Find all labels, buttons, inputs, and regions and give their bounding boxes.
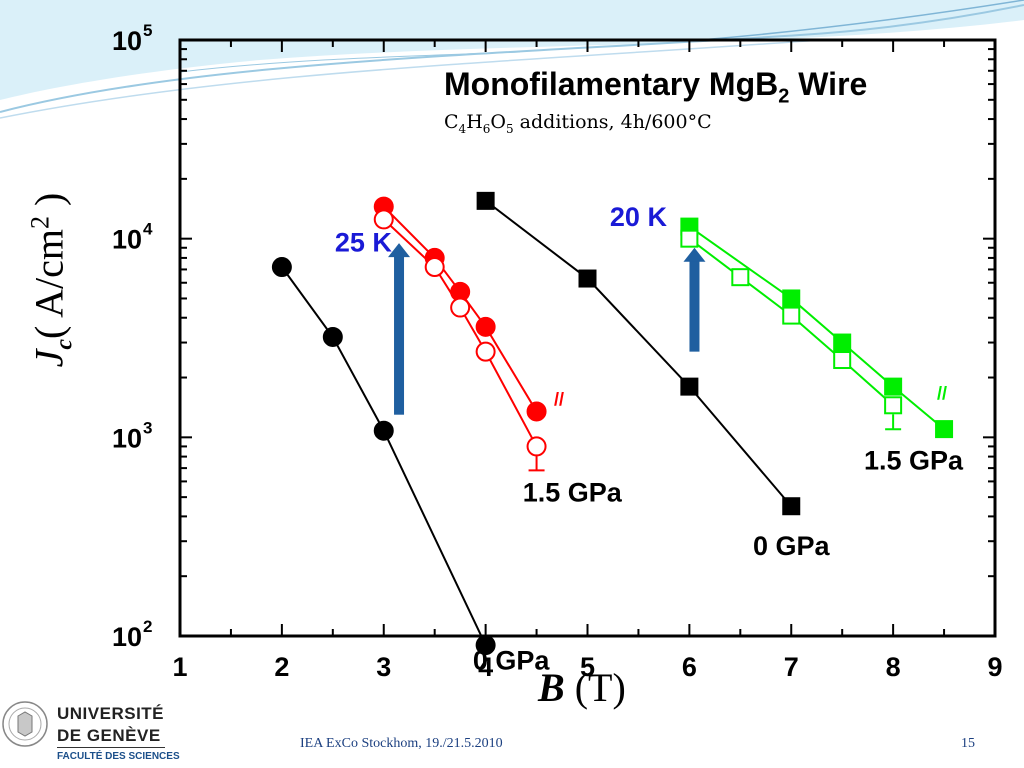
y-tick-label: 10 5: [112, 21, 153, 56]
data-point: [526, 436, 547, 457]
arrow-head: [388, 243, 411, 258]
data-point: [373, 420, 394, 441]
x-tick-labels: 1 2 3 4 5 6 7 8 9: [172, 652, 1002, 682]
data-point: [475, 316, 496, 337]
data-point: [424, 257, 445, 278]
data-point: [833, 351, 852, 370]
series-4: [476, 191, 801, 516]
arrow-head: [683, 247, 706, 262]
x-tick-label: 5: [580, 652, 595, 682]
data-point: [935, 420, 954, 439]
x-tick-label: 2: [274, 652, 289, 682]
series-line: [281, 266, 487, 646]
data-point: [475, 341, 496, 362]
y-tick-label-base: 10: [112, 423, 142, 453]
y-tick-label-base: 10: [112, 26, 142, 56]
y-tick-label-exponent: 3: [143, 418, 152, 437]
data-point: [475, 635, 496, 656]
data-point: [782, 497, 801, 516]
data-point: [322, 326, 343, 347]
label-black-0gpa-left: 0 GPa: [473, 645, 551, 675]
x-tick-label: 6: [682, 652, 697, 682]
data-point: [884, 377, 903, 396]
y-tick-label: 10 2: [112, 617, 153, 652]
data-point: [526, 401, 547, 422]
up-arrow-icon: [683, 247, 706, 352]
y-tick-label: 10 3: [112, 418, 153, 453]
data-point: [884, 396, 903, 415]
x-axis-label: B (T): [538, 665, 626, 710]
data-point: [450, 297, 471, 318]
x-tick-label: 9: [987, 652, 1002, 682]
chart-title: Monofilamentary MgB2 Wire: [444, 66, 868, 108]
data-point: [782, 289, 801, 308]
y-tick-label-exponent: 5: [143, 21, 152, 40]
y-tick-label-exponent: 2: [143, 617, 152, 636]
break-mark-red: //: [554, 389, 564, 409]
series-6: [680, 229, 903, 431]
data-point: [680, 377, 699, 396]
x-tick-label: 7: [784, 652, 799, 682]
x-tick-label: 1: [172, 652, 187, 682]
series-layer: [271, 191, 954, 656]
label-black-0gpa-right: 0 GPa: [753, 531, 831, 561]
annotations-layer: 25 K 20 K 1.5 GPa 0 GPa 0 GPa 1.5 GPa // //: [335, 202, 964, 675]
arrow-shaft: [394, 253, 405, 415]
x-tick-label: 8: [886, 652, 901, 682]
series-5: [680, 217, 954, 439]
break-mark-green: //: [937, 384, 947, 404]
page-number: 15: [961, 736, 975, 751]
university-seal-icon: [2, 701, 48, 747]
data-point: [731, 268, 750, 287]
x-tick-label: 4: [478, 652, 493, 682]
up-arrow-icon: [388, 243, 411, 415]
label-red-1-5gpa: 1.5 GPa: [523, 478, 623, 508]
data-point: [271, 257, 292, 278]
logo-line-3: FACULTÉ DES SCIENCES: [57, 751, 180, 762]
series-line: [485, 200, 793, 507]
label-25k: 25 K: [335, 228, 393, 258]
data-point: [578, 269, 597, 288]
label-20k: 20 K: [610, 202, 668, 232]
series-line: [688, 225, 945, 430]
series-3: [373, 209, 547, 472]
data-point: [680, 229, 699, 248]
logo-divider: [57, 747, 165, 748]
y-tick-label-exponent: 4: [143, 220, 153, 239]
footer-text: IEA ExCo Stockhom, 19./21.5.2010: [300, 736, 503, 751]
y-tick-label-base: 10: [112, 225, 142, 255]
data-point: [782, 306, 801, 325]
label-green-1-5gpa: 1.5 GPa: [864, 445, 964, 475]
series-1: [271, 257, 496, 656]
logo-line-1: UNIVERSITÉ: [57, 704, 165, 723]
axis-ticks: [179, 39, 996, 637]
arrows-layer: [388, 243, 706, 415]
x-tick-label: 3: [376, 652, 391, 682]
chart-subtitle: C4H6O5 additions, 4h/600°C: [444, 111, 712, 136]
data-point: [833, 333, 852, 352]
data-point: [476, 191, 495, 210]
y-tick-label-base: 10: [112, 622, 142, 652]
arrow-shaft: [689, 257, 700, 352]
data-point: [373, 209, 394, 230]
logo-line-2: DE GENÈVE: [57, 726, 161, 745]
y-tick-label: 10 4: [112, 220, 153, 255]
